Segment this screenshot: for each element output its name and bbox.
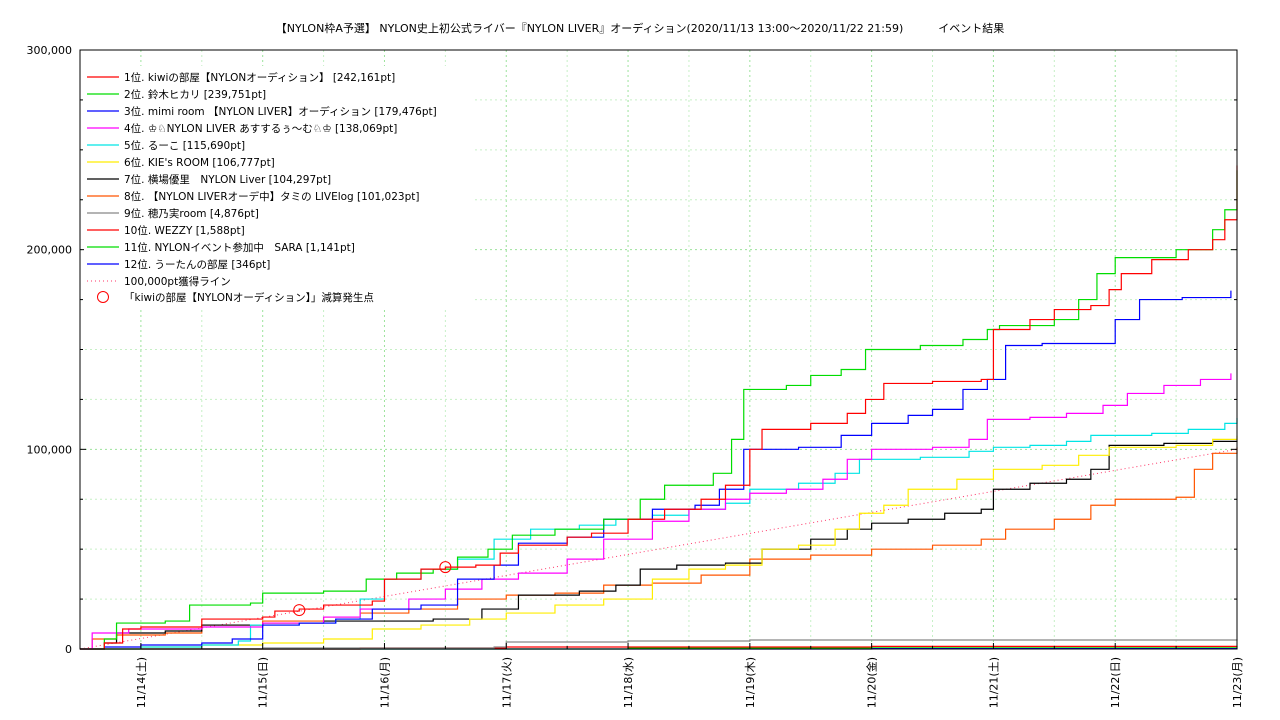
x-tick-label: 11/16(月) [378, 657, 391, 708]
legend-label: 7位. 横場優里 NYLON Liver [104,297pt] [124, 173, 331, 186]
legend-label: 100,000pt獲得ライン [124, 275, 231, 288]
x-tick-label: 11/15(日) [257, 657, 270, 708]
legend-label: 5位. るーこ [115,690pt] [124, 139, 245, 152]
reduction-marker [293, 604, 306, 617]
legend-background [84, 66, 474, 310]
y-tick-label: 200,000 [27, 244, 73, 257]
x-tick-label: 11/20(金) [865, 657, 879, 708]
x-tick-label: 11/19(木) [744, 657, 757, 708]
series-line [80, 440, 1238, 650]
legend-label: 1位. kiwiの部屋【NYLONオーディション】 [242,161pt] [124, 71, 395, 84]
x-tick-label: 11/21(土) [987, 657, 1000, 708]
legend-label: 10位. WEZZY [1,588pt] [124, 224, 245, 237]
reduction-marker [439, 561, 452, 574]
chart-title: 【NYLON枠A予選】 NYLON史上初公式ライバー『NYLON LIVER』オ… [275, 22, 1005, 35]
series-line [80, 373, 1232, 650]
x-tick-label: 11/14(土) [135, 657, 148, 708]
legend-label: 11位. NYLONイベント参加中 SARA [1,141pt] [124, 241, 355, 254]
legend-marker-swatch [97, 291, 109, 303]
legend: 1位. kiwiの部屋【NYLONオーディション】 [242,161pt] 2位.… [84, 66, 474, 310]
series-line [80, 165, 1238, 650]
legend-label: 8位. 【NYLON LIVERオーデ中】タミの LIVElog [101,02… [124, 190, 419, 203]
x-tick-label: 11/23(月) [1231, 657, 1244, 708]
x-tick-label: 11/22(日) [1109, 657, 1122, 708]
series-line [80, 290, 1232, 650]
y-tick-label: 100,000 [27, 443, 73, 456]
legend-label: 4位. ♔♘NYLON LIVER あすするぅ〜む♘♔ [138,069pt] [124, 122, 397, 135]
y-tick-label: 0 [65, 643, 72, 656]
series-line [80, 418, 1238, 650]
marker-layer [293, 561, 452, 617]
legend-label: 3位. mimi room 【NYLON LIVER】オーディション [179,… [124, 105, 437, 118]
x-tick-label: 11/18(水) [622, 657, 635, 708]
legend-label: 6位. KIE's ROOM [106,777pt] [124, 156, 275, 169]
y-tick-label: 300,000 [27, 44, 73, 57]
legend-label: 「kiwiの部屋【NYLONオーディション】」減算発生点 [124, 291, 374, 304]
series-line [80, 435, 1238, 650]
legend-label: 12位. うーたんの部屋 [346pt] [124, 258, 270, 271]
series-line [80, 170, 1238, 650]
axis-layer: 0 100,000 200,000 300,000 11/14(土) 11/15(日) 11… [27, 44, 1245, 708]
legend-label: 9位. 穂乃実room [4,876pt] [124, 207, 259, 220]
x-tick-label: 11/17(火) [500, 657, 513, 708]
legend-label: 2位. 鈴木ヒカリ [239,751pt] [124, 88, 266, 101]
